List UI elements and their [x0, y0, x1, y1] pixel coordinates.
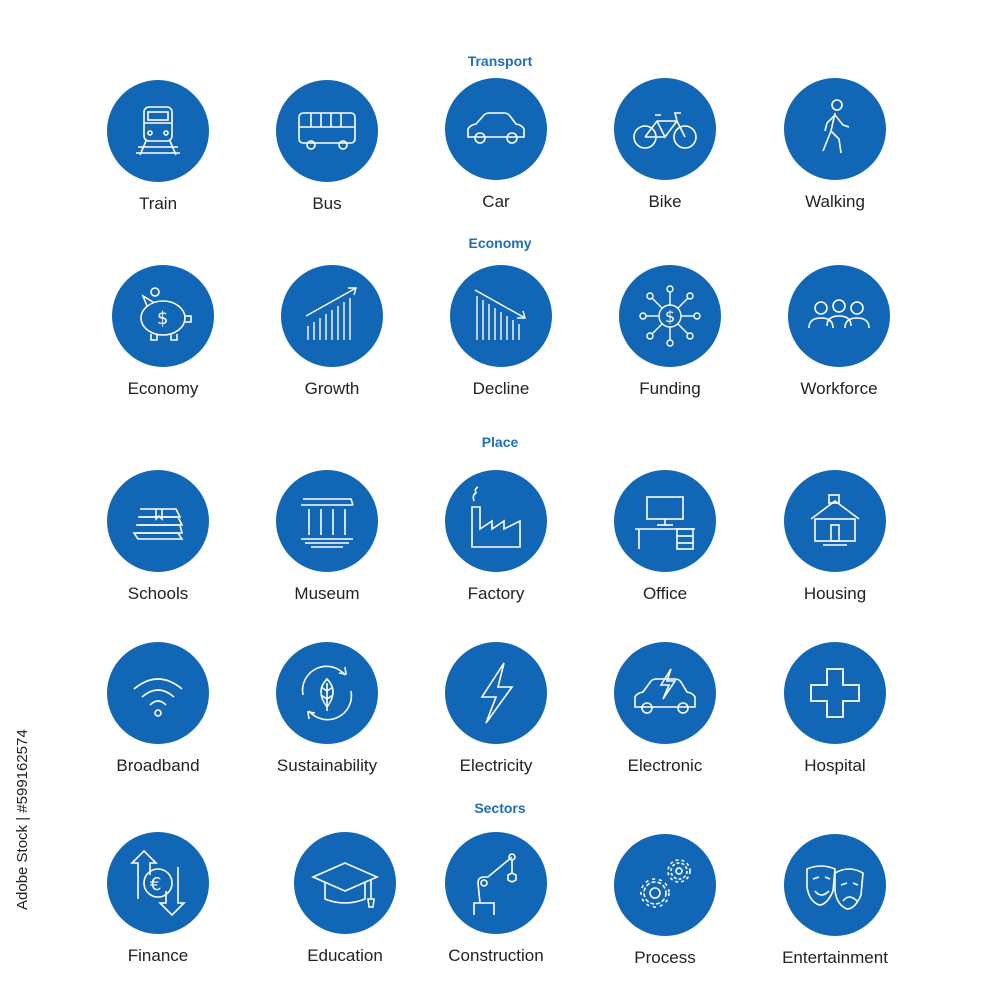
item-label: Housing — [803, 584, 867, 603]
item-decline[interactable]: Decline — [416, 265, 586, 399]
item-workforce[interactable]: Workforce — [754, 265, 924, 399]
item-housing[interactable]: Housing — [750, 470, 920, 604]
item-museum[interactable]: Museum — [242, 470, 412, 604]
stock-id-text: Adobe Stock | #599162574 — [14, 729, 31, 910]
walking-icon — [784, 78, 886, 180]
medical-cross-icon — [784, 642, 886, 744]
item-education[interactable]: Education — [260, 832, 430, 966]
item-label: Sustainability — [276, 756, 378, 775]
item-broadband[interactable]: Broadband — [73, 642, 243, 776]
section-title-sectors: Sectors — [474, 800, 526, 816]
item-label: Museum — [294, 584, 360, 603]
item-walking[interactable]: Walking — [750, 78, 920, 212]
item-label: Education — [307, 946, 383, 965]
item-economy[interactable]: $ Economy — [78, 265, 248, 399]
euro-exchange-icon: € — [107, 832, 209, 934]
section-title-place: Place — [481, 434, 519, 450]
item-bus[interactable]: Bus — [242, 80, 412, 214]
item-bike[interactable]: Bike — [580, 78, 750, 212]
decline-chart-icon — [450, 265, 552, 367]
item-label: Process — [634, 948, 696, 967]
car-icon — [445, 78, 547, 180]
item-entertainment[interactable]: Entertainment — [750, 834, 920, 968]
item-electricity[interactable]: Electricity — [411, 642, 581, 776]
books-icon — [107, 470, 209, 572]
growth-chart-icon — [281, 265, 383, 367]
leaf-cycle-icon — [276, 642, 378, 744]
item-construction[interactable]: Construction — [411, 832, 581, 966]
bus-icon — [276, 80, 378, 182]
factory-icon — [445, 470, 547, 572]
desk-icon — [614, 470, 716, 572]
item-electronic[interactable]: Electronic — [580, 642, 750, 776]
item-label: Bike — [648, 192, 682, 211]
item-factory[interactable]: Factory — [411, 470, 581, 604]
item-label: Office — [642, 584, 688, 603]
item-schools[interactable]: Schools — [73, 470, 243, 604]
item-funding[interactable]: $ Funding — [585, 265, 755, 399]
funding-network-icon: $ — [619, 265, 721, 367]
train-icon — [107, 80, 209, 182]
item-label: Electricity — [459, 756, 533, 775]
item-train[interactable]: Train — [73, 80, 243, 214]
lightning-icon — [445, 642, 547, 744]
item-label: Funding — [639, 379, 701, 398]
item-finance[interactable]: € Finance — [73, 832, 243, 966]
item-process[interactable]: Process — [580, 834, 750, 968]
electric-car-icon — [614, 642, 716, 744]
item-label: Factory — [467, 584, 525, 603]
item-label: Train — [138, 194, 178, 213]
svg-text:$: $ — [665, 307, 675, 326]
item-car[interactable]: Car — [411, 78, 581, 212]
section-title-transport: Transport — [467, 53, 533, 69]
section-title-economy: Economy — [468, 235, 532, 251]
item-office[interactable]: Office — [580, 470, 750, 604]
house-icon — [784, 470, 886, 572]
svg-text:€: € — [150, 874, 161, 895]
gears-icon — [614, 834, 716, 936]
item-label: Entertainment — [782, 948, 888, 967]
item-label: Broadband — [116, 756, 200, 775]
item-label: Bus — [312, 194, 342, 213]
item-label: Finance — [127, 946, 189, 965]
item-hospital[interactable]: Hospital — [750, 642, 920, 776]
item-label: Economy — [127, 379, 199, 398]
item-label: Schools — [127, 584, 189, 603]
item-label: Walking — [805, 192, 865, 211]
graduation-cap-icon — [294, 832, 396, 934]
wifi-icon — [107, 642, 209, 744]
people-icon — [788, 265, 890, 367]
museum-icon — [276, 470, 378, 572]
item-label: Growth — [304, 379, 360, 398]
item-sustainability[interactable]: Sustainability — [242, 642, 412, 776]
piggy-bank-icon: $ — [112, 265, 214, 367]
item-label: Workforce — [800, 379, 878, 398]
item-label: Hospital — [804, 756, 866, 775]
item-growth[interactable]: Growth — [247, 265, 417, 399]
item-label: Electronic — [627, 756, 703, 775]
item-label: Construction — [448, 946, 544, 965]
robot-arm-icon — [445, 832, 547, 934]
item-label: Decline — [472, 379, 530, 398]
bike-icon — [614, 78, 716, 180]
item-label: Car — [482, 192, 510, 211]
theater-masks-icon — [784, 834, 886, 936]
svg-text:$: $ — [157, 308, 168, 329]
